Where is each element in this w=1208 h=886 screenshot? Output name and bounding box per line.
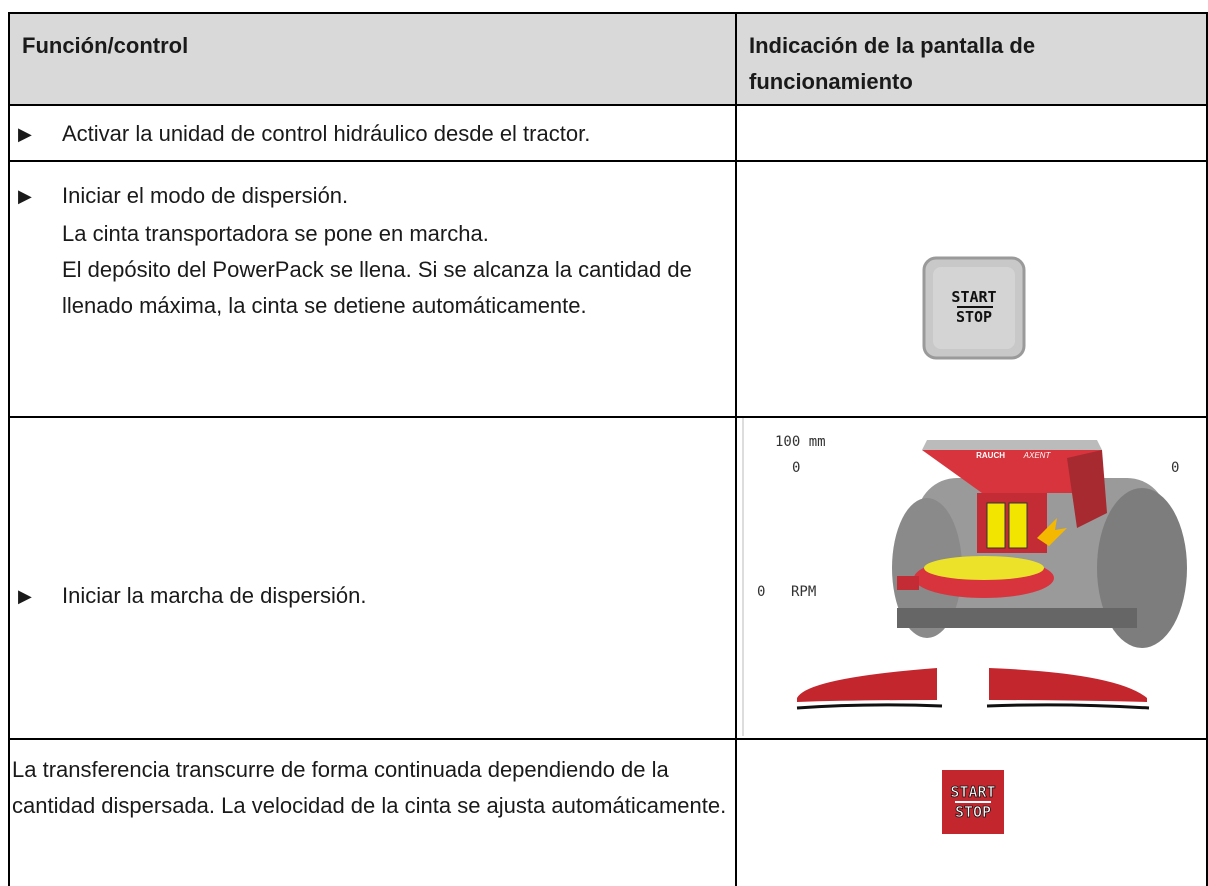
instruction-text: Iniciar el modo de dispersión. bbox=[62, 183, 349, 208]
start-stop-active: START STOP bbox=[942, 770, 1004, 834]
note: La cinta transportadora se pone en march… bbox=[62, 221, 489, 246]
row-cell: RAUCH AXENT 100 mm 0 0 0 RPM bbox=[735, 416, 1208, 740]
start-stop-button: START STOP bbox=[922, 256, 1026, 360]
spreader-display: RAUCH AXENT 100 mm 0 0 0 RPM bbox=[742, 418, 1187, 736]
arrow: ▶ bbox=[18, 186, 32, 206]
speed-unit: RPM bbox=[791, 584, 816, 600]
row-cell bbox=[735, 104, 1208, 162]
button-label: START bbox=[950, 783, 995, 801]
distance-reading: 100 mm bbox=[775, 434, 826, 450]
header-text: Indicación de la pantalla de funcionamie… bbox=[749, 33, 1036, 94]
right-reading: 0 bbox=[1171, 460, 1179, 476]
row-cell: START STOP bbox=[735, 738, 1208, 886]
header-cell: Función/control bbox=[8, 12, 737, 106]
button-label: START bbox=[951, 288, 996, 306]
row-cell: ▶ Iniciar la marcha de dispersión. bbox=[8, 416, 737, 740]
instruction-text: Iniciar la marcha de dispersión. bbox=[62, 583, 367, 608]
arrow: ▶ bbox=[18, 124, 32, 144]
brand-label: RAUCH bbox=[976, 451, 1005, 460]
instruction: ▶ Activar la unidad de control hidráulico… bbox=[18, 116, 735, 152]
speed-reading: 0 bbox=[757, 584, 765, 600]
left-reading: 0 bbox=[792, 460, 800, 476]
row-cell: La transferencia transcurre de forma con… bbox=[8, 738, 737, 886]
instruction: ▶ Iniciar la marcha de dispersión. bbox=[18, 578, 735, 614]
instruction: ▶ Iniciar el modo de dispersión. bbox=[18, 178, 705, 214]
note: El depósito del PowerPack se llena. Si s… bbox=[62, 257, 692, 318]
header-cell: Indicación de la pantalla de funcionamie… bbox=[735, 12, 1208, 106]
row-cell: ▶ Iniciar el modo de dispersión. La cinta… bbox=[8, 160, 737, 418]
row-cell: START STOP bbox=[735, 160, 1208, 418]
button-label: STOP bbox=[955, 803, 991, 821]
header-text: Función/control bbox=[22, 33, 189, 58]
model-label: AXENT bbox=[1023, 451, 1052, 460]
button-label: STOP bbox=[956, 308, 992, 326]
arrow: ▶ bbox=[18, 586, 32, 606]
row-cell: ▶ Activar la unidad de control hidráulico… bbox=[8, 104, 737, 162]
instruction-text: Activar la unidad de control hidráulico … bbox=[62, 121, 591, 146]
body-text: La transferencia transcurre de forma con… bbox=[12, 757, 727, 818]
